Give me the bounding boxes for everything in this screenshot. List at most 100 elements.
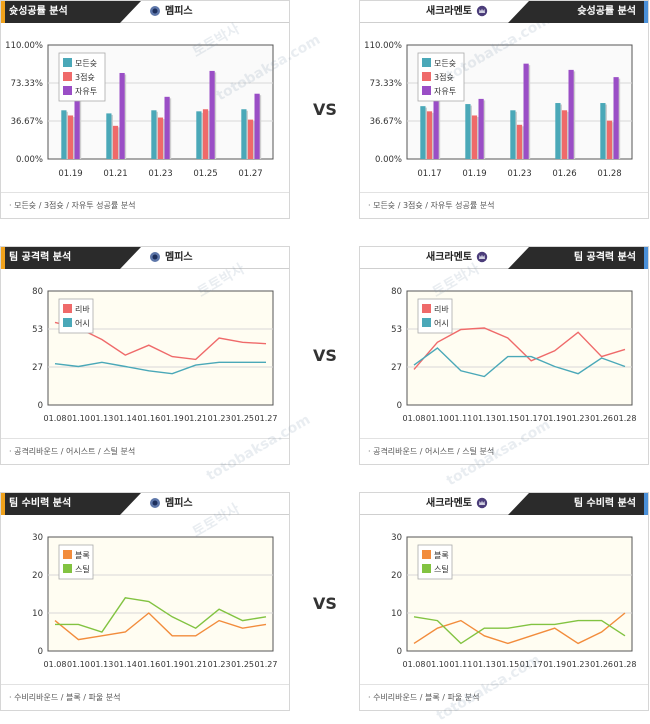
y-tick-label: 73.33%	[370, 79, 402, 89]
team-label: 새크라멘토	[426, 496, 492, 512]
bar	[516, 124, 523, 159]
x-tick-label: 01.17	[520, 660, 543, 669]
panel-footer: · 공격리바운드 / 어시스트 / 스틸 분석	[1, 438, 289, 464]
x-tick-label: 01.08	[44, 660, 67, 669]
panel-defense-memphis: 팀 수비력 분석 멤피스 0 10 20 30 01.08 01.10 01.13 01.14…	[0, 492, 290, 711]
x-tick-label: 01.16	[137, 414, 160, 423]
series-line	[413, 327, 626, 370]
legend-label: 3점슛	[75, 72, 95, 82]
bar	[555, 103, 561, 159]
bar	[523, 63, 529, 160]
y-tick-label: 0.00%	[375, 155, 402, 165]
king-crown-logo-icon	[476, 5, 488, 17]
x-tick-label: 01.10	[67, 660, 90, 669]
bar	[247, 119, 254, 159]
panel-offense-memphis: 팀 공격력 분석 멤피스 0 27 53 80 01.08 01.10 01.13 01.14…	[0, 246, 290, 465]
x-tick-label: 01.25	[193, 169, 217, 179]
bar	[202, 109, 209, 159]
x-tick-label: 01.19	[161, 660, 184, 669]
legend-swatch	[422, 58, 431, 67]
x-tick-label: 01.14	[114, 414, 137, 423]
panel-footer: · 수비리바운드 / 블록 / 파울 분석	[1, 684, 289, 710]
x-tick-label: 01.10	[426, 660, 449, 669]
x-tick-label: 01.27	[238, 169, 262, 179]
bar	[151, 110, 157, 159]
king-crown-logo-icon	[476, 251, 488, 263]
legend-label: 스틸	[434, 564, 449, 574]
bar	[254, 93, 260, 159]
y-tick-label: 0	[38, 401, 43, 411]
team-name: 새크라멘토	[426, 252, 472, 263]
x-tick-label: 01.13	[473, 660, 496, 669]
y-tick-label: 20	[32, 571, 43, 581]
legend-label: 3점슛	[434, 72, 454, 82]
team-label: 멤피스	[145, 496, 193, 512]
x-tick-label: 01.23	[148, 169, 172, 179]
x-tick-label: 01.23	[567, 414, 590, 423]
series-line	[413, 612, 626, 645]
series-line	[54, 361, 266, 375]
x-tick-label: 01.19	[543, 660, 566, 669]
legend-swatch	[63, 550, 72, 559]
y-tick-label: 110.00%	[5, 41, 43, 51]
bar	[568, 69, 574, 159]
x-tick-label: 01.15	[496, 414, 519, 423]
series-line	[413, 347, 626, 378]
x-tick-label: 01.23	[208, 414, 231, 423]
team-name: 새크라멘토	[426, 498, 472, 509]
bar	[561, 110, 568, 159]
y-tick-label: 53	[32, 325, 43, 335]
legend-label: 자유투	[434, 87, 456, 96]
bar	[209, 70, 215, 159]
bar	[119, 72, 125, 159]
x-tick-label: 01.08	[44, 414, 67, 423]
vs-label: VS	[313, 346, 337, 365]
y-tick-label: 0.00%	[16, 155, 43, 165]
x-tick-label: 01.19	[543, 414, 566, 423]
x-tick-label: 01.28	[597, 169, 621, 179]
y-tick-label: 27	[391, 363, 402, 373]
panel-tab-title: 슛성공률 분석	[1, 1, 141, 23]
legend-label: 자유투	[75, 87, 97, 96]
legend-label: 모든슛	[75, 59, 97, 68]
x-tick-label: 01.21	[184, 660, 207, 669]
chart-shooting-memphis: 0.00% 36.67% 73.33% 110.00% 01.19 01.21 01.23 0…	[5, 41, 274, 179]
legend-swatch	[63, 86, 72, 95]
x-tick-label: 01.19	[58, 169, 82, 179]
bar	[157, 117, 164, 159]
x-tick-label: 01.11	[449, 414, 472, 423]
legend-swatch	[422, 86, 431, 95]
panel-footer: · 수비리바운드 / 블록 / 파울 분석	[360, 684, 648, 710]
y-tick-label: 0	[397, 401, 402, 411]
x-tick-label: 01.10	[67, 414, 90, 423]
legend-swatch	[422, 318, 431, 327]
y-tick-label: 0	[397, 647, 402, 657]
bar	[420, 106, 426, 159]
y-tick-label: 30	[32, 533, 43, 543]
bar	[471, 115, 478, 159]
bear-logo-icon	[150, 498, 160, 508]
team-label: 멤피스	[145, 4, 193, 20]
x-tick-label: 01.28	[614, 660, 637, 669]
legend-label: 리바	[434, 304, 449, 314]
y-tick-label: 10	[391, 609, 402, 619]
x-tick-label: 01.13	[90, 660, 113, 669]
bar	[426, 111, 433, 159]
x-tick-label: 01.23	[567, 660, 590, 669]
x-tick-label: 01.23	[507, 169, 531, 179]
bar	[164, 96, 170, 159]
legend-label: 모든슛	[434, 59, 456, 68]
legend-label: 어시	[75, 318, 90, 328]
panel-tab-title: 팀 수비력 분석	[508, 493, 648, 515]
x-tick-label: 01.16	[137, 660, 160, 669]
panel-tab-title: 팀 공격력 분석	[508, 247, 648, 269]
bar	[613, 77, 619, 159]
x-tick-label: 01.11	[449, 660, 472, 669]
team-label: 새크라멘토	[426, 250, 492, 266]
legend-swatch	[422, 304, 431, 313]
y-tick-label: 36.67%	[370, 117, 402, 127]
y-tick-label: 110.00%	[364, 41, 402, 51]
y-tick-label: 30	[391, 533, 402, 543]
y-tick-label: 10	[32, 609, 43, 619]
